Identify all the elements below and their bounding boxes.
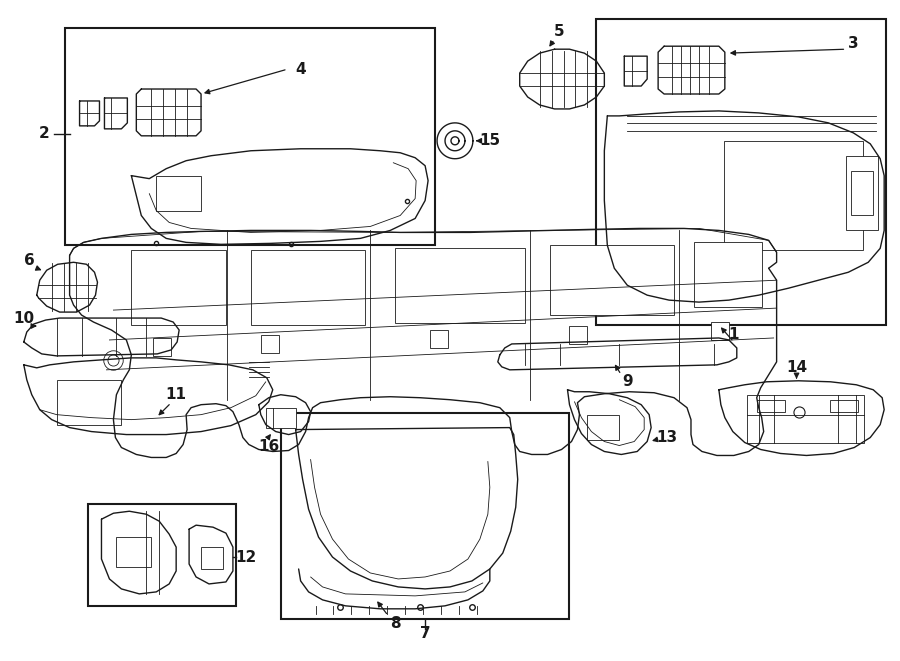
Bar — [831, 400, 859, 412]
Bar — [694, 243, 761, 307]
Bar — [395, 249, 525, 323]
Bar — [57, 380, 122, 424]
Text: 6: 6 — [24, 253, 35, 268]
Bar — [266, 408, 296, 428]
Bar — [261, 335, 279, 353]
Bar — [281, 412, 570, 619]
Text: 8: 8 — [390, 616, 400, 631]
Text: 3: 3 — [848, 36, 859, 51]
Bar — [588, 414, 619, 440]
Bar — [116, 537, 151, 567]
Bar — [550, 245, 674, 315]
Text: 12: 12 — [235, 549, 256, 564]
Bar — [430, 330, 448, 348]
Bar — [747, 395, 864, 442]
Text: 7: 7 — [419, 626, 430, 641]
Bar — [597, 19, 886, 325]
Text: 14: 14 — [786, 360, 807, 375]
Bar — [711, 322, 729, 340]
Text: 13: 13 — [656, 430, 678, 445]
Text: 16: 16 — [258, 439, 279, 454]
Bar — [65, 28, 435, 245]
Bar — [846, 156, 878, 231]
Bar — [201, 547, 223, 569]
Bar — [757, 400, 785, 412]
Bar — [157, 176, 201, 210]
Bar — [851, 171, 873, 215]
Text: 1: 1 — [729, 327, 739, 342]
Text: 2: 2 — [39, 126, 50, 141]
Bar — [251, 251, 365, 325]
Text: 10: 10 — [14, 311, 34, 326]
Bar — [87, 504, 236, 606]
Text: 11: 11 — [166, 387, 186, 403]
Text: 4: 4 — [295, 61, 306, 77]
Bar — [570, 326, 588, 344]
Text: 5: 5 — [554, 24, 565, 39]
Text: 9: 9 — [622, 374, 633, 389]
Bar — [724, 141, 863, 251]
Bar — [153, 338, 171, 356]
Bar — [131, 251, 226, 325]
Text: 15: 15 — [480, 134, 500, 148]
